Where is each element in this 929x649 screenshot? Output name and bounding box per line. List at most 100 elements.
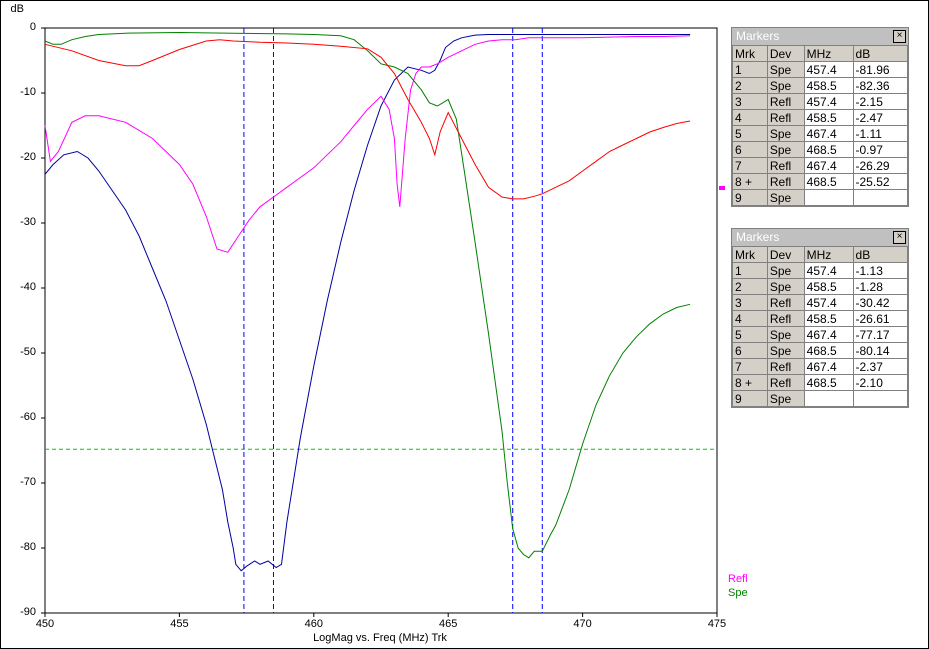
table-cell: Refl xyxy=(766,374,805,391)
table-cell: 457.4 xyxy=(803,61,854,78)
legend-spe: Spe xyxy=(728,587,748,599)
table-cell: 5 xyxy=(732,125,768,142)
table-cell: -1.28 xyxy=(852,278,909,295)
table-cell: Refl xyxy=(766,109,805,126)
table-row[interactable]: 8 + Refl 468.5 -25.52 xyxy=(732,173,909,190)
close-icon[interactable]: × xyxy=(893,231,906,244)
table-cell: Spe xyxy=(766,326,805,343)
table-row[interactable]: 4 Refl 458.5 -2.47 xyxy=(732,109,909,126)
markers-window-title[interactable]: Markers × xyxy=(732,229,908,246)
table-cell: Spe xyxy=(766,342,805,359)
table-cell xyxy=(803,189,854,206)
table-cell: Spe xyxy=(766,189,805,206)
table-cell: Spe xyxy=(766,77,805,94)
table-cell: Refl xyxy=(766,294,805,311)
y-tick-label: -10 xyxy=(20,86,36,98)
legend-refl: Refl xyxy=(728,573,748,585)
table-row[interactable]: 7 Refl 467.4 -2.37 xyxy=(732,358,909,375)
table-cell: 3 xyxy=(732,294,768,311)
x-tick-label: 465 xyxy=(439,618,458,630)
table-row[interactable]: 1 Spe 457.4 -1.13 xyxy=(732,262,909,279)
table-cell: 457.4 xyxy=(803,294,854,311)
markers-window-title[interactable]: Markers × xyxy=(732,28,908,45)
table-cell: 6 xyxy=(732,342,768,359)
table-cell: 9 xyxy=(732,189,768,206)
table-cell: 458.5 xyxy=(803,310,854,327)
table-cell: Spe xyxy=(766,262,805,279)
table-cell xyxy=(852,390,909,407)
table-cell xyxy=(803,390,854,407)
table-cell: 8 + xyxy=(732,374,768,391)
table-row[interactable]: 6 Spe 468.5 -0.97 xyxy=(732,141,909,158)
table-cell: 7 xyxy=(732,358,768,375)
table-cell: -77.17 xyxy=(852,326,909,343)
plot-area-border xyxy=(44,27,718,614)
table-cell: 1 xyxy=(732,61,768,78)
table-row[interactable]: 5 Spe 467.4 -77.17 xyxy=(732,326,909,343)
table-cell: 7 xyxy=(732,157,768,174)
table-cell: 6 xyxy=(732,141,768,158)
table-header-cell: Mrk xyxy=(732,45,768,62)
table-header-cell: Dev xyxy=(766,246,805,263)
table-cell: -2.37 xyxy=(852,358,909,375)
table-row[interactable]: 3 Refl 457.4 -30.42 xyxy=(732,294,909,311)
table-row[interactable]: 5 Spe 467.4 -1.11 xyxy=(732,125,909,142)
table-row[interactable]: 7 Refl 467.4 -26.29 xyxy=(732,157,909,174)
table-cell: 5 xyxy=(732,326,768,343)
table-cell: Refl xyxy=(766,173,805,190)
table-cell: 467.4 xyxy=(803,358,854,375)
table-row[interactable]: 4 Refl 458.5 -26.61 xyxy=(732,310,909,327)
table-row[interactable]: 3 Refl 457.4 -2.15 xyxy=(732,93,909,110)
table-cell: Spe xyxy=(766,61,805,78)
table-cell: -2.15 xyxy=(852,93,909,110)
table-cell: Refl xyxy=(766,358,805,375)
series-line xyxy=(44,39,691,200)
close-icon[interactable]: × xyxy=(893,30,906,43)
x-tick-label: 475 xyxy=(707,618,727,630)
table-cell: 458.5 xyxy=(803,109,854,126)
table-cell: 8 + xyxy=(732,173,768,190)
table-header-cell: dB xyxy=(852,246,909,263)
table-cell: 468.5 xyxy=(803,141,854,158)
table-cell: -25.52 xyxy=(852,173,909,190)
table-cell: -26.29 xyxy=(852,157,909,174)
table-cell: 468.5 xyxy=(803,173,854,190)
table-cell: Spe xyxy=(766,278,805,295)
table-cell: -2.10 xyxy=(852,374,909,391)
table-row[interactable]: 1 Spe 457.4 -81.96 xyxy=(732,61,909,78)
table-cell: -30.42 xyxy=(852,294,909,311)
markers-table: Mrk Dev MHz dB 1 Spe 457.4 -81.96 2 Spe 458.5 -82.3… xyxy=(732,45,909,206)
x-tick-label: 460 xyxy=(304,618,323,630)
table-row[interactable]: 9 Spe xyxy=(732,390,909,407)
table-cell: 457.4 xyxy=(803,93,854,110)
table-cell: 4 xyxy=(732,109,768,126)
table-row[interactable]: 9 Spe xyxy=(732,189,909,206)
table-header-cell: MHz xyxy=(803,246,854,263)
x-axis-title: LogMag vs. Freq (MHz) Trk xyxy=(313,632,447,644)
y-tick-label: -70 xyxy=(20,476,36,488)
y-tick-label: -40 xyxy=(20,281,36,293)
table-cell: 468.5 xyxy=(803,342,854,359)
active-trace-indicator xyxy=(719,186,725,190)
table-cell: Spe xyxy=(766,125,805,142)
table-row[interactable]: 2 Spe 458.5 -1.28 xyxy=(732,278,909,295)
table-cell: Spe xyxy=(766,141,805,158)
table-cell: 9 xyxy=(732,390,768,407)
table-cell: -81.96 xyxy=(852,61,909,78)
series-line xyxy=(44,34,691,572)
y-tick-label: -20 xyxy=(20,151,36,163)
table-header-cell: dB xyxy=(852,45,909,62)
markers-window-top[interactable]: Markers × Mrk Dev MHz dB 1 Spe 457.4 -81.96 2 Spe… xyxy=(731,27,909,207)
y-axis-unit: dB xyxy=(10,3,24,15)
table-cell: 2 xyxy=(732,77,768,94)
table-cell: -2.47 xyxy=(852,109,909,126)
table-row[interactable]: 2 Spe 458.5 -82.36 xyxy=(732,77,909,94)
y-tick-label: 0 xyxy=(29,21,36,33)
window-title-text: Markers xyxy=(736,29,780,43)
markers-window-bottom[interactable]: Markers × Mrk Dev MHz dB 1 Spe 457.4 -1.13 2 Spe 4… xyxy=(731,228,909,408)
table-cell: 3 xyxy=(732,93,768,110)
table-cell: 4 xyxy=(732,310,768,327)
table-row[interactable]: 6 Spe 468.5 -80.14 xyxy=(732,342,909,359)
table-row[interactable]: 8 + Refl 468.5 -2.10 xyxy=(732,374,909,391)
